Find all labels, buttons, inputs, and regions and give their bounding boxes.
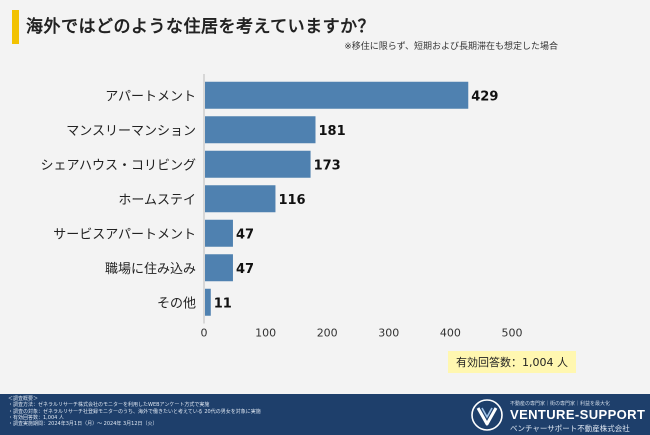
x-tick-label: 500 [502, 327, 523, 340]
bar [205, 288, 211, 316]
data-label: 47 [236, 227, 254, 242]
category-label: マンスリーマンション [66, 124, 196, 139]
data-label: 173 [314, 158, 341, 173]
data-label: 116 [278, 193, 305, 208]
survey-line: ・有効回答数：1,004 人 [8, 414, 64, 421]
category-label: その他 [157, 296, 196, 311]
category-label: サービスアパートメント [53, 227, 196, 242]
data-label: 429 [471, 89, 498, 104]
category-label: 職場に住み込み [105, 262, 196, 277]
bar [205, 81, 469, 109]
x-tick-label: 400 [440, 327, 461, 340]
survey-overview: ＜調査概要＞ ・調査方法：ゼネラルリサーチ株式会社のモニターを利用したWEBアン… [8, 396, 261, 427]
data-label: 47 [236, 262, 254, 277]
category-label: ホームステイ [118, 193, 196, 208]
x-tick-label: 0 [201, 327, 208, 340]
survey-line: ・調査方法：ゼネラルリサーチ株式会社のモニターを利用したWEBアンケート方式で実… [8, 402, 210, 409]
bar [205, 219, 233, 247]
bar [205, 185, 276, 213]
venture-support-logo-icon [471, 399, 503, 431]
x-tick-label: 300 [378, 327, 399, 340]
x-tick-label: 200 [317, 327, 338, 340]
data-label: 11 [214, 296, 232, 311]
bar-chart: アパートメント 429 マンスリーマンション 181 シェアハウス・コリビング 173 ホー… [41, 74, 523, 340]
brand-tagline: 不動産の専門家｜街の専門家｜利益を最大化 [510, 401, 611, 407]
bar [205, 116, 316, 144]
title-accent-bar [12, 10, 19, 44]
category-label: アパートメント [105, 89, 196, 104]
chart-subtitle: ※移住に限らず、短期および長期滞在も想定した場合 [344, 42, 558, 52]
category-label: シェアハウス・コリビング [41, 158, 196, 173]
data-label: 181 [318, 124, 345, 139]
bar [205, 254, 233, 282]
survey-line: ・調査実施期間：2024年3月1日（月）〜 2024年 3月12日（火） [8, 421, 158, 428]
respondents-note: 有効回答数：1,004 人 [448, 351, 576, 373]
survey-line: ・調査の対象：ゼネラルリサーチ社登録モニターのうち、海外で働きたいと考えている … [8, 408, 261, 415]
x-tick-label: 100 [255, 327, 276, 340]
bar [205, 150, 311, 178]
brand-name: VENTURE-SUPPORT [510, 407, 646, 422]
footer: ＜調査概要＞ ・調査方法：ゼネラルリサーチ株式会社のモニターを利用したWEBアン… [0, 394, 650, 435]
chart-title: 海外ではどのような住居を考えていますか？ [26, 17, 376, 37]
survey-heading: ＜調査概要＞ [8, 396, 39, 402]
brand-company-name: ベンチャーサポート不動産株式会社 [510, 424, 630, 433]
